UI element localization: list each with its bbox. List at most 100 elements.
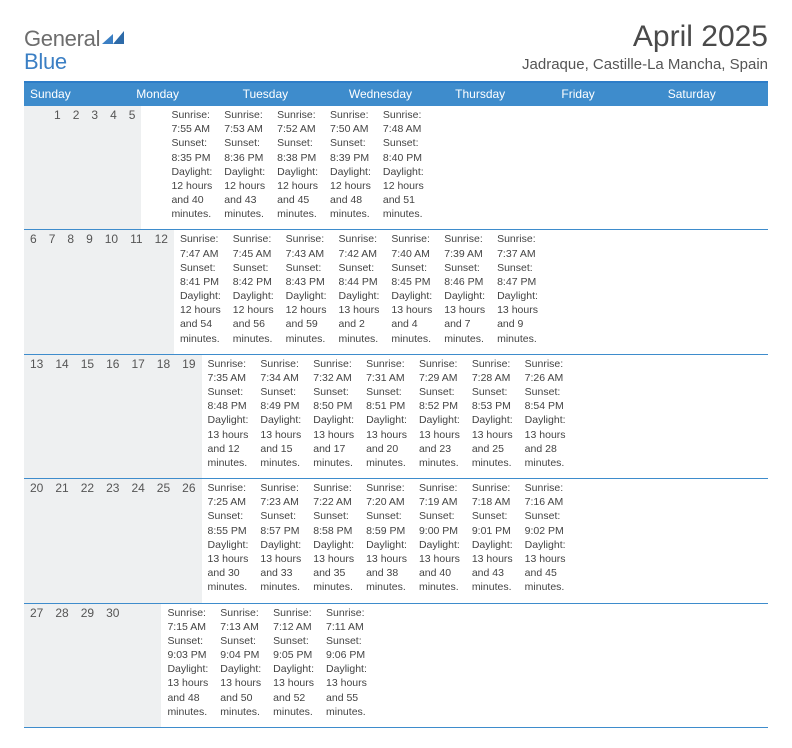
sunset-text: Sunset: 8:41 PM — [180, 261, 221, 289]
daylight-text: Daylight: 12 hours and 59 minutes. — [286, 289, 327, 346]
sunrise-text: Sunrise: 7:35 AM — [208, 357, 249, 385]
dow-cell: Saturday — [662, 83, 768, 106]
daylight-text: Daylight: 13 hours and 38 minutes. — [366, 538, 407, 595]
day-cell: Sunrise: 7:52 AMSunset: 8:38 PMDaylight:… — [271, 106, 324, 229]
day-cell: Sunrise: 7:16 AMSunset: 9:02 PMDaylight:… — [519, 479, 572, 602]
day-cell: Sunrise: 7:55 AMSunset: 8:35 PMDaylight:… — [165, 106, 218, 229]
day-number: 22 — [75, 479, 100, 602]
day-cell: Sunrise: 7:22 AMSunset: 8:58 PMDaylight:… — [307, 479, 360, 602]
sunset-text: Sunset: 8:54 PM — [525, 385, 566, 413]
sunset-text: Sunset: 8:57 PM — [260, 509, 301, 537]
daylight-text: Daylight: 12 hours and 40 minutes. — [171, 165, 212, 222]
dow-cell: Thursday — [449, 83, 555, 106]
day-number — [137, 604, 149, 727]
body-row: Sunrise: 7:25 AMSunset: 8:55 PM Daylight:… — [202, 479, 572, 602]
sunrise-text: Sunrise: 7:26 AM — [525, 357, 566, 385]
daylight-text: Daylight: 13 hours and 52 minutes. — [273, 662, 314, 719]
sunrise-text: Sunrise: 7:29 AM — [419, 357, 460, 385]
sunrise-text: Sunrise: 7:50 AM — [330, 108, 371, 136]
day-cell: Sunrise: 7:13 AMSunset: 9:04 PMDaylight:… — [214, 604, 267, 727]
sunrise-text: Sunrise: 7:40 AM — [391, 232, 432, 260]
day-number: 11 — [124, 230, 148, 353]
day-number: 24 — [125, 479, 150, 602]
sunset-text: Sunset: 8:48 PM — [208, 385, 249, 413]
body-row: Sunrise: 7:55 AMSunset: 8:35 PMDaylight:… — [141, 106, 429, 229]
daylight-text: Daylight: 12 hours and 56 minutes. — [233, 289, 274, 346]
day-number: 8 — [61, 230, 80, 353]
day-cell: Sunrise: 7:19 AMSunset: 9:00 PMDaylight:… — [413, 479, 466, 602]
week-row: 20212223242526Sunrise: 7:25 AMSunset: 8:… — [24, 479, 768, 603]
sunset-text: Sunset: 9:04 PM — [220, 634, 261, 662]
daylight-text: Daylight: 13 hours and 23 minutes. — [419, 413, 460, 470]
sunrise-text: Sunrise: 7:16 AM — [525, 481, 566, 509]
daylight-text: Daylight: 12 hours and 45 minutes. — [277, 165, 318, 222]
sunset-text: Sunset: 8:43 PM — [286, 261, 327, 289]
daynum-band: 6789101112 — [24, 230, 174, 353]
day-cell: Sunrise: 7:25 AMSunset: 8:55 PMDaylight:… — [202, 479, 255, 602]
day-number: 1 — [48, 106, 67, 229]
sunrise-text: Sunrise: 7:43 AM — [286, 232, 327, 260]
day-cell: Sunrise: 7:48 AMSunset: 8:40 PMDaylight:… — [377, 106, 430, 229]
day-cell: Sunrise: 7:28 AMSunset: 8:53 PMDaylight:… — [466, 355, 519, 478]
week-row: 6789101112Sunrise: 7:47 AMSunset: 8:41 P… — [24, 230, 768, 354]
sunrise-text: Sunrise: 7:13 AM — [220, 606, 261, 634]
day-cell: Sunrise: 7:15 AMSunset: 9:03 PMDaylight:… — [161, 604, 214, 727]
logo-line1: General — [24, 26, 100, 51]
daylight-text: Daylight: 13 hours and 4 minutes. — [391, 289, 432, 346]
sunset-text: Sunset: 8:45 PM — [391, 261, 432, 289]
sunset-text: Sunset: 8:55 PM — [208, 509, 249, 537]
sunset-text: Sunset: 8:36 PM — [224, 136, 265, 164]
daylight-text: Daylight: 12 hours and 54 minutes. — [180, 289, 221, 346]
sunset-text: Sunset: 8:40 PM — [383, 136, 424, 164]
sunset-text: Sunset: 9:01 PM — [472, 509, 513, 537]
sunset-text: Sunset: 8:46 PM — [444, 261, 485, 289]
location: Jadraque, Castille-La Mancha, Spain — [522, 56, 768, 73]
day-cell: Sunrise: 7:40 AMSunset: 8:45 PMDaylight:… — [385, 230, 438, 353]
day-number: 13 — [24, 355, 49, 478]
sunset-text: Sunset: 8:38 PM — [277, 136, 318, 164]
sunrise-text: Sunrise: 7:47 AM — [180, 232, 221, 260]
daylight-text: Daylight: 13 hours and 48 minutes. — [167, 662, 208, 719]
sunrise-text: Sunrise: 7:55 AM — [171, 108, 212, 136]
day-cell — [141, 106, 153, 229]
sunrise-text: Sunrise: 7:39 AM — [444, 232, 485, 260]
day-number — [125, 604, 137, 727]
sunrise-text: Sunrise: 7:45 AM — [233, 232, 274, 260]
day-number: 9 — [80, 230, 99, 353]
logo-text: General Blue — [24, 26, 100, 72]
sunset-text: Sunset: 8:47 PM — [497, 261, 538, 289]
sunrise-text: Sunrise: 7:18 AM — [472, 481, 513, 509]
daylight-text: Daylight: 13 hours and 33 minutes. — [260, 538, 301, 595]
day-cell — [373, 604, 385, 727]
day-cell: Sunrise: 7:32 AMSunset: 8:50 PMDaylight:… — [307, 355, 360, 478]
daylight-text: Daylight: 12 hours and 43 minutes. — [224, 165, 265, 222]
body-row: Sunrise: 7:15 AMSunset: 9:03 PMDaylight:… — [161, 604, 408, 727]
day-cell: Sunrise: 7:31 AMSunset: 8:51 PMDaylight:… — [360, 355, 413, 478]
sunrise-text: Sunrise: 7:11 AM — [326, 606, 367, 634]
day-of-week-row: SundayMondayTuesdayWednesdayThursdayFrid… — [24, 83, 768, 106]
daylight-text: Daylight: 13 hours and 55 minutes. — [326, 662, 367, 719]
daylight-text: Daylight: 13 hours and 7 minutes. — [444, 289, 485, 346]
page: General Blue April 2025 Jadraque, Castil… — [0, 0, 792, 748]
day-number: 10 — [99, 230, 124, 353]
day-number: 25 — [151, 479, 176, 602]
daynum-band: 13141516171819 — [24, 355, 202, 478]
day-cell: Sunrise: 7:39 AMSunset: 8:46 PMDaylight:… — [438, 230, 491, 353]
day-number: 2 — [67, 106, 86, 229]
sunrise-text: Sunrise: 7:37 AM — [497, 232, 538, 260]
day-number: 7 — [43, 230, 62, 353]
body-row: Sunrise: 7:35 AMSunset: 8:48 PM Daylight:… — [202, 355, 572, 478]
daylight-text: Daylight: 13 hours and 15 minutes. — [260, 413, 301, 470]
dow-cell: Monday — [130, 83, 236, 106]
daylight-text: Daylight: 13 hours and 2 minutes. — [339, 289, 380, 346]
day-number: 4 — [104, 106, 123, 229]
sunrise-text: Sunrise: 7:25 AM — [208, 481, 249, 509]
daylight-text: Daylight: 12 hours and 48 minutes. — [330, 165, 371, 222]
sunset-text: Sunset: 8:42 PM — [233, 261, 274, 289]
day-number: 30 — [100, 604, 125, 727]
calendar: SundayMondayTuesdayWednesdayThursdayFrid… — [24, 81, 768, 728]
day-number: 5 — [123, 106, 142, 229]
day-cell: Sunrise: 7:50 AMSunset: 8:39 PMDaylight:… — [324, 106, 377, 229]
day-cell: Sunrise: 7:23 AMSunset: 8:57 PMDaylight:… — [254, 479, 307, 602]
sunrise-text: Sunrise: 7:34 AM — [260, 357, 301, 385]
